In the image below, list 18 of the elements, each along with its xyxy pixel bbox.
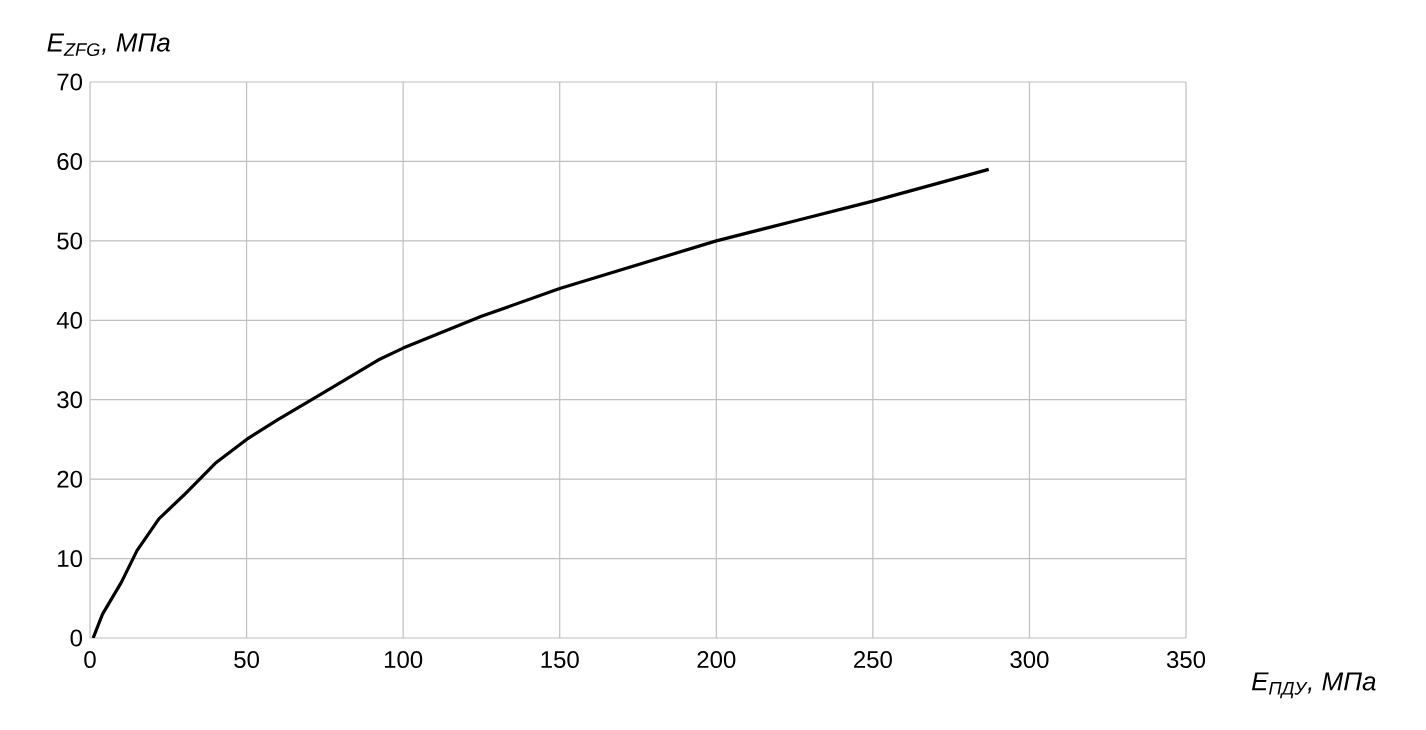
x-tick-label: 50 — [234, 651, 259, 669]
y-tick-label: 70 — [57, 73, 83, 91]
text: E$_{ZFG}$, МПа — [47, 33, 170, 57]
y-tick-label: 0 — [70, 629, 83, 647]
y-tick-label: 10 — [58, 550, 83, 568]
x-tick-label: 0 — [84, 651, 96, 669]
y-tick-label: 20 — [57, 470, 83, 488]
text: E$_{ПДУ}$, МПа — [1251, 672, 1376, 699]
y-tick-label: 40 — [56, 311, 83, 329]
x-tick-label: 200 — [697, 651, 736, 669]
y-tick-label: 30 — [57, 391, 83, 409]
x-tick-label: 350 — [1166, 651, 1206, 669]
x-tick-label: 100 — [384, 651, 423, 669]
x-tick-label: 250 — [854, 651, 892, 669]
y-tick-label: 50 — [57, 232, 83, 250]
x-tick-label: 300 — [1010, 651, 1049, 669]
y-tick-label: 60 — [57, 152, 83, 170]
x-tick-label: 150 — [541, 651, 579, 669]
